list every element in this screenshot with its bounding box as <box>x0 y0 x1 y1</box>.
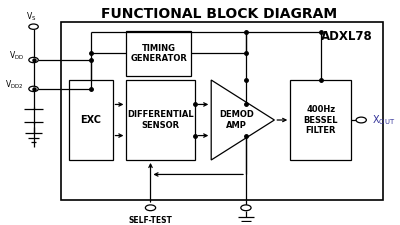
Text: V$_{\mathregular{S}}$: V$_{\mathregular{S}}$ <box>26 10 37 23</box>
Bar <box>126 80 196 160</box>
Text: V$_{\mathregular{DD}}$: V$_{\mathregular{DD}}$ <box>8 49 24 62</box>
Text: TIMING
GENERATOR: TIMING GENERATOR <box>130 44 187 63</box>
Circle shape <box>29 86 38 92</box>
Text: SELF-TEST: SELF-TEST <box>128 216 172 225</box>
Text: 400Hz
BESSEL
FILTER: 400Hz BESSEL FILTER <box>304 105 338 135</box>
Text: FUNCTIONAL BLOCK DIAGRAM: FUNCTIONAL BLOCK DIAGRAM <box>101 7 337 21</box>
Text: DIFFERENTIAL
SENSOR: DIFFERENTIAL SENSOR <box>128 110 194 130</box>
Circle shape <box>29 57 38 63</box>
Bar <box>61 22 383 200</box>
Bar <box>290 80 351 160</box>
Circle shape <box>29 24 38 29</box>
Text: ADXL78: ADXL78 <box>321 30 373 43</box>
Text: X$_{\mathregular{OUT}}$: X$_{\mathregular{OUT}}$ <box>372 113 395 127</box>
Circle shape <box>241 205 251 211</box>
Polygon shape <box>211 80 274 160</box>
Text: DEMOD
AMP: DEMOD AMP <box>220 110 254 130</box>
Text: EXC: EXC <box>80 115 101 125</box>
Circle shape <box>145 205 156 211</box>
Circle shape <box>356 117 366 123</box>
Bar <box>69 80 112 160</box>
Text: V$_{\mathregular{DD2}}$: V$_{\mathregular{DD2}}$ <box>5 78 24 91</box>
Bar <box>126 31 192 76</box>
